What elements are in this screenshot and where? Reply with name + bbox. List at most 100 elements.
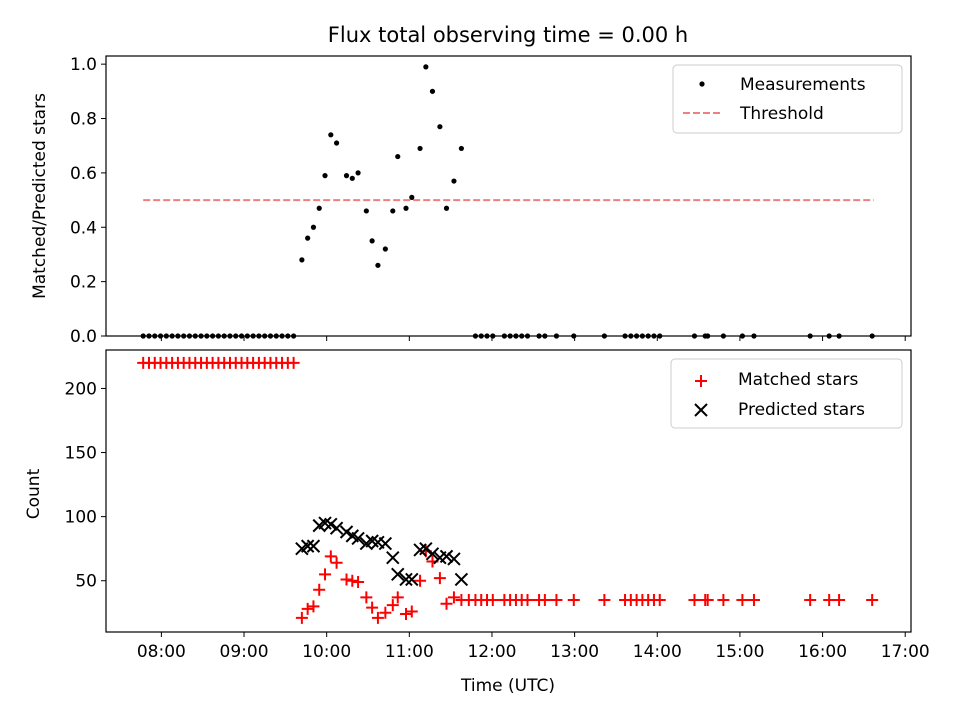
predicted-star-point (329, 521, 344, 535)
predicted-star-point (306, 539, 321, 553)
measurement-point (437, 124, 443, 130)
measurement-point (343, 173, 350, 179)
x-tick-label: 14:00 (633, 642, 682, 662)
matched-star-point (433, 572, 446, 585)
matched-star-point (440, 597, 453, 610)
top-panel: 0.0 0.2 0.4 0.6 0.8 1.0 Matched/Predicted sta… (30, 55, 912, 347)
predicted-star-point (447, 552, 461, 566)
matched-star-point (379, 606, 392, 619)
top-legend-frame (672, 64, 903, 134)
top-legend: Measurements Threshold (672, 64, 903, 134)
measurement-point (395, 153, 401, 160)
predicted-star-point (351, 531, 365, 546)
matched-star-point (405, 605, 418, 618)
measurement-point (443, 205, 450, 211)
x-tick-label: 11:00 (385, 642, 434, 662)
predicted-star-point (391, 567, 405, 582)
bottom-x-ticks: 08:00 09:00 10:00 11:00 12:00 13:00 14:00 15:00… (137, 632, 930, 662)
measurement-point (417, 145, 423, 152)
predicted-star-point (405, 572, 419, 587)
matched-star-point (866, 593, 879, 606)
predicted-star-point (324, 517, 338, 532)
x-tick-label: 10:00 (302, 642, 351, 662)
bottom-legend-frame (670, 358, 903, 429)
matched-star-point (688, 593, 701, 606)
bottom-y-tick-label: 200 (65, 379, 97, 399)
top-y-tick-label: 0.0 (70, 327, 97, 347)
count-points-layer (137, 356, 879, 624)
predicted-star-point (300, 539, 315, 553)
predicted-star-point (378, 536, 393, 551)
bottom-y-axis-label: Count (24, 468, 44, 519)
measurement-point (328, 132, 334, 138)
measurement-point (322, 173, 328, 179)
matched-star-point (386, 599, 399, 612)
bottom-legend: Matched stars Predicted stars (670, 358, 903, 429)
measurement-point (390, 208, 396, 214)
measurement-point (355, 170, 361, 176)
matched-star-point (366, 601, 379, 614)
measurement-point (458, 145, 464, 152)
top-y-tick-label: 0.2 (70, 273, 97, 293)
legend-threshold-label: Threshold (739, 104, 824, 124)
matched-star-point (360, 591, 373, 604)
measurement-point (299, 257, 305, 263)
legend-measurements-label: Measurements (740, 75, 866, 95)
predicted-star-point (419, 541, 433, 556)
x-tick-label: 09:00 (220, 642, 269, 662)
measurement-point (349, 175, 355, 181)
top-y-axis-label: Matched/Predicted stars (30, 93, 50, 299)
bottom-y-tick-label: 150 (65, 444, 97, 464)
x-axis-label: Time (UTC) (460, 676, 555, 696)
top-y-ticks: 0.0 0.2 0.4 0.6 0.8 1.0 (70, 55, 106, 347)
x-tick-label: 16:00 (798, 642, 847, 662)
matched-star-point (653, 593, 666, 606)
legend-measurements-marker (699, 81, 705, 87)
matched-star-point (550, 593, 563, 606)
measurement-point (403, 205, 409, 211)
legend-predicted-label: Predicted stars (738, 400, 865, 420)
measurement-point (363, 208, 369, 214)
legend-matched-label: Matched stars (738, 370, 858, 390)
matched-star-point (447, 591, 460, 604)
matched-star-point (287, 356, 300, 369)
matched-star-point (295, 611, 308, 624)
matched-star-point (701, 593, 714, 606)
matched-star-point (804, 593, 817, 606)
measurement-point (310, 224, 317, 230)
matched-star-point (747, 593, 760, 606)
legend-matched-marker (695, 375, 707, 387)
matched-star-point (340, 573, 353, 586)
matched-star-point (319, 568, 332, 581)
matched-star-point (567, 593, 580, 606)
matched-star-point (598, 593, 611, 606)
matched-star-point (486, 593, 499, 606)
bottom-panel: 50 100 150 200 08:00 09:00 10:00 11:00 12:00 13:… (24, 349, 930, 696)
measurement-point (451, 178, 457, 184)
measurement-point (333, 140, 340, 146)
x-tick-label: 12:00 (467, 642, 516, 662)
x-tick-label: 17:00 (881, 642, 930, 662)
predicted-star-point (339, 525, 354, 539)
matched-star-point (346, 574, 359, 587)
matched-star-point (538, 593, 551, 606)
legend-predicted-marker (694, 403, 708, 417)
measurement-point (305, 235, 311, 241)
measurement-point (409, 194, 415, 200)
measurement-point (423, 64, 429, 70)
measurement-point (316, 205, 322, 211)
matched-star-point (400, 608, 413, 621)
matched-star-point (301, 602, 314, 615)
matched-star-point (391, 591, 404, 604)
measurement-point (375, 262, 381, 268)
top-y-tick-label: 0.6 (70, 164, 97, 184)
predicted-star-point (454, 572, 469, 587)
top-y-tick-label: 0.8 (70, 110, 97, 130)
matched-star-point (736, 593, 749, 606)
bottom-axes-frame (105, 349, 912, 633)
top-y-tick-label: 1.0 (70, 55, 97, 75)
top-y-tick-label: 0.4 (70, 218, 97, 238)
x-tick-label: 08:00 (137, 642, 186, 662)
matched-star-point (324, 550, 337, 563)
